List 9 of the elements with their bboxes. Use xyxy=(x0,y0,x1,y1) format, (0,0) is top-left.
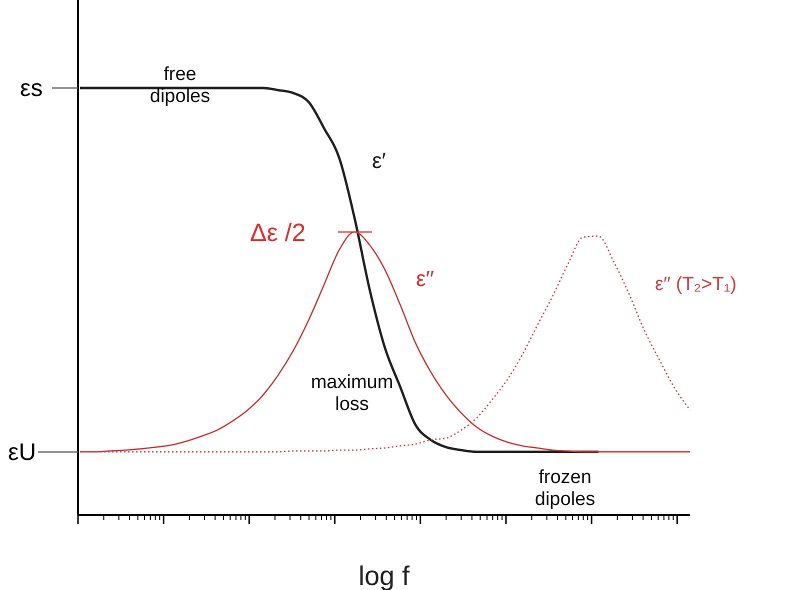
annotation: frozen dipoles xyxy=(534,467,596,510)
annotation: free dipoles xyxy=(150,64,210,107)
series-label: ε′′ xyxy=(416,266,434,291)
text: εU xyxy=(8,439,36,466)
series-label: ε′ xyxy=(372,148,386,173)
annotation: maximum loss xyxy=(310,372,394,415)
text: εs xyxy=(20,75,43,102)
series-label: ε′′ (T₂>T₁) xyxy=(655,274,737,295)
annotation: Δε /2 xyxy=(250,219,306,247)
